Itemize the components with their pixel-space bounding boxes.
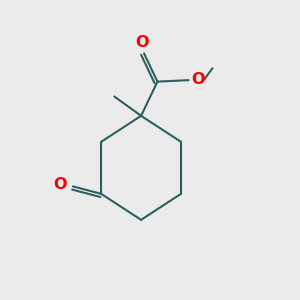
Text: O: O: [192, 72, 205, 87]
Text: O: O: [135, 34, 148, 50]
Text: O: O: [54, 177, 67, 192]
